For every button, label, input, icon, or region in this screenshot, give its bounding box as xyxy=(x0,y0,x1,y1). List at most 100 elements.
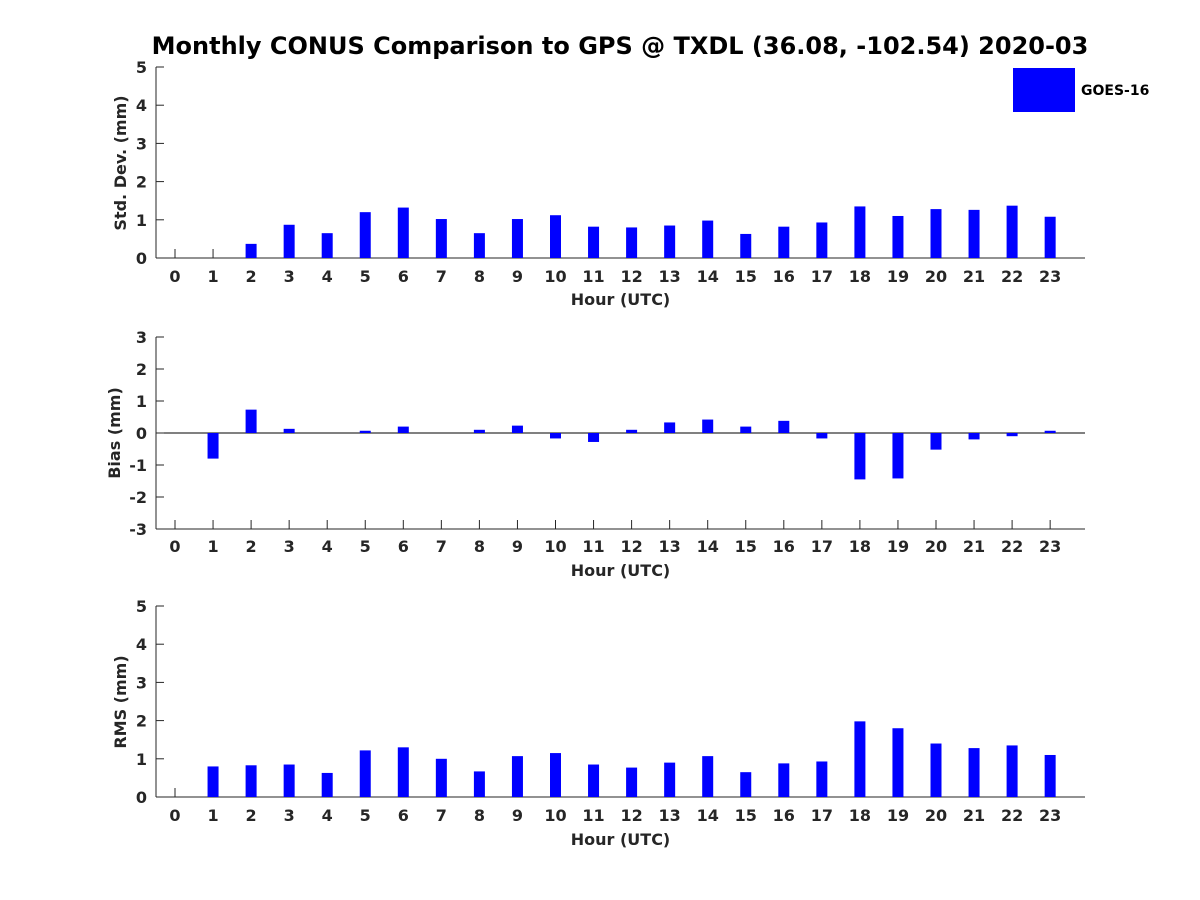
std-x-tick-label: 13 xyxy=(659,267,681,286)
rms-y-tick-label: 5 xyxy=(136,597,147,616)
bias-bar xyxy=(626,429,638,433)
bias-bar xyxy=(207,433,219,459)
bias-x-tick-label: 20 xyxy=(925,537,947,556)
bias-bar xyxy=(778,420,790,433)
bias-x-tick-label: 8 xyxy=(474,537,485,556)
std-x-tick-label: 11 xyxy=(582,267,604,286)
std-bar xyxy=(816,222,828,258)
bias-x-tick-label: 21 xyxy=(963,537,985,556)
rms-bar xyxy=(740,772,752,797)
std-x-tick-label: 0 xyxy=(169,267,180,286)
rms-x-tick-label: 11 xyxy=(582,806,604,825)
rms-x-tick-label: 1 xyxy=(207,806,218,825)
rms-y-tick-label: 1 xyxy=(136,750,147,769)
bias-bar xyxy=(1044,430,1056,433)
rms-x-tick-label: 16 xyxy=(773,806,795,825)
rms-x-tick-label: 10 xyxy=(544,806,566,825)
bias-bar xyxy=(283,428,295,433)
bias-y-tick-label: 2 xyxy=(136,360,147,379)
legend-swatch xyxy=(1013,68,1075,112)
bias-bar xyxy=(968,433,980,440)
std-y-tick-label: 2 xyxy=(136,173,147,192)
std-bar xyxy=(283,224,295,258)
bias-bar xyxy=(892,433,904,479)
std-bar xyxy=(588,226,600,258)
std-bar xyxy=(321,233,333,258)
rms-bar xyxy=(245,765,257,797)
std-x-tick-label: 16 xyxy=(773,267,795,286)
std-x-tick-label: 5 xyxy=(360,267,371,286)
std-y-tick-label: 0 xyxy=(136,249,147,268)
bias-bar xyxy=(511,425,523,433)
std-x-tick-label: 23 xyxy=(1039,267,1061,286)
rms-x-tick-label: 5 xyxy=(360,806,371,825)
rms-bar xyxy=(816,761,828,797)
std-x-tick-label: 15 xyxy=(735,267,757,286)
bias-x-tick-label: 3 xyxy=(284,537,295,556)
std-bar xyxy=(1006,205,1018,258)
rms-x-tick-label: 15 xyxy=(735,806,757,825)
std-x-tick-label: 22 xyxy=(1001,267,1023,286)
std-bar xyxy=(930,209,942,258)
rms-bar xyxy=(359,750,371,797)
std-bar xyxy=(397,207,409,258)
bias-x-tick-label: 1 xyxy=(207,537,218,556)
std-x-tick-label: 2 xyxy=(246,267,257,286)
bias-bar xyxy=(930,433,942,450)
rms-x-label: Hour (UTC) xyxy=(571,830,671,849)
rms-x-tick-label: 0 xyxy=(169,806,180,825)
std-bar xyxy=(626,227,638,258)
bias-x-label: Hour (UTC) xyxy=(571,561,671,580)
std-x-tick-label: 10 xyxy=(544,267,566,286)
std-bar xyxy=(854,206,866,258)
rms-bar xyxy=(664,762,676,797)
std-x-tick-label: 3 xyxy=(284,267,295,286)
std-x-label: Hour (UTC) xyxy=(571,290,671,309)
std-bar xyxy=(1044,216,1056,258)
bias-x-tick-label: 11 xyxy=(582,537,604,556)
bias-x-tick-label: 9 xyxy=(512,537,523,556)
bias-bar xyxy=(816,433,828,439)
std-x-tick-label: 18 xyxy=(849,267,871,286)
rms-x-tick-label: 18 xyxy=(849,806,871,825)
legend-label: GOES-16 xyxy=(1081,83,1149,99)
bias-bar xyxy=(359,430,371,433)
std-bar xyxy=(702,220,714,258)
rms-y-tick-label: 2 xyxy=(136,712,147,731)
rms-y-tick-label: 4 xyxy=(136,635,147,654)
std-bar xyxy=(550,215,561,258)
rms-x-tick-label: 2 xyxy=(246,806,257,825)
bias-x-tick-label: 18 xyxy=(849,537,871,556)
bias-y-tick-label: -3 xyxy=(129,520,147,539)
rms-x-tick-label: 7 xyxy=(436,806,447,825)
std-bar xyxy=(359,212,371,258)
rms-bar xyxy=(207,766,219,797)
std-x-tick-label: 14 xyxy=(697,267,719,286)
bias-x-tick-label: 23 xyxy=(1039,537,1061,556)
std-y-tick-label: 3 xyxy=(136,134,147,153)
rms-x-tick-label: 20 xyxy=(925,806,947,825)
rms-x-tick-label: 21 xyxy=(963,806,985,825)
bias-y-tick-label: -2 xyxy=(129,488,147,507)
std-x-tick-label: 21 xyxy=(963,267,985,286)
rms-bar xyxy=(321,772,333,797)
std-x-tick-label: 4 xyxy=(322,267,333,286)
bias-y-tick-label: 0 xyxy=(136,424,147,443)
rms-bar xyxy=(473,771,485,797)
std-x-tick-label: 17 xyxy=(811,267,833,286)
bias-x-tick-label: 12 xyxy=(620,537,642,556)
std-x-tick-label: 8 xyxy=(474,267,485,286)
rms-x-tick-label: 22 xyxy=(1001,806,1023,825)
chart-title: Monthly CONUS Comparison to GPS @ TXDL (… xyxy=(152,32,1089,60)
rms-bar xyxy=(511,756,523,797)
rms-y-label: RMS (mm) xyxy=(111,655,130,748)
std-bar xyxy=(435,219,447,258)
rms-x-tick-label: 19 xyxy=(887,806,909,825)
std-bar xyxy=(511,219,523,258)
rms-y-tick-label: 3 xyxy=(136,673,147,692)
bias-y-tick-label: 1 xyxy=(136,392,147,411)
rms-x-tick-label: 14 xyxy=(697,806,719,825)
